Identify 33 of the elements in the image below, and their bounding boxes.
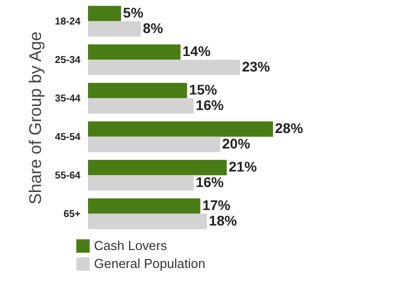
data-label: 16% — [196, 174, 224, 190]
y-tick-label: 35-44 — [54, 93, 81, 104]
bar — [88, 214, 207, 230]
data-label: 28% — [275, 120, 304, 136]
data-label: 16% — [196, 96, 224, 113]
data-label: 23% — [242, 58, 271, 74]
bar — [88, 82, 188, 98]
bar — [88, 160, 227, 176]
bar — [88, 44, 180, 60]
bar — [88, 198, 200, 214]
bar — [88, 98, 194, 114]
y-axis-title: Share of Group by Age — [26, 32, 45, 204]
bar — [88, 136, 220, 152]
data-label: 15% — [189, 82, 218, 98]
data-label: 14% — [182, 43, 212, 60]
y-tick-label: 45-54 — [54, 132, 81, 143]
data-label: 18% — [208, 212, 238, 228]
bar — [88, 21, 141, 37]
legend-label: General Population — [94, 256, 206, 271]
y-tick-label: 55-64 — [54, 170, 81, 182]
data-label: 20% — [222, 135, 251, 152]
bar — [88, 6, 122, 22]
y-tick-label: 25-34 — [54, 54, 81, 66]
legend-label: Cash Lovers — [94, 238, 168, 253]
y-tick-label: 65+ — [64, 208, 81, 220]
bar — [88, 60, 240, 76]
y-tick-label: 18-24 — [54, 16, 81, 28]
bar — [88, 121, 273, 137]
data-label: 17% — [202, 197, 231, 214]
bar — [88, 175, 194, 191]
data-label: 21% — [228, 158, 258, 175]
data-label: 8% — [142, 20, 164, 36]
data-label: 5% — [123, 4, 144, 21]
